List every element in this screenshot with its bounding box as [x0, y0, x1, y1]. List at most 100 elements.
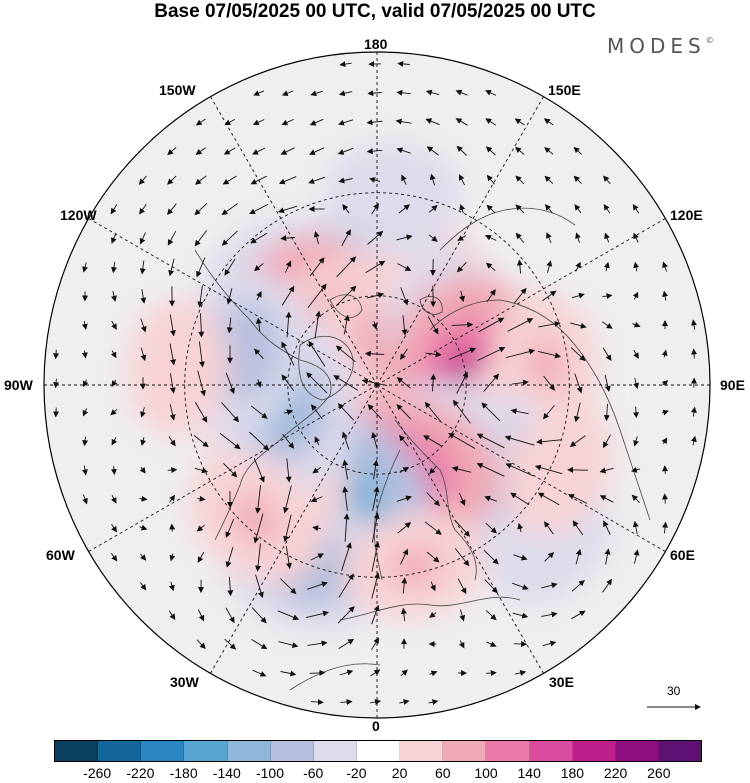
wind-vector — [428, 234, 438, 242]
wind-vector — [81, 320, 88, 330]
wind-vector — [661, 380, 669, 387]
wind-vector — [253, 513, 264, 544]
wind-vector — [111, 232, 117, 244]
wind-vector — [364, 350, 385, 357]
wind-vector — [662, 261, 668, 272]
wind-vector — [367, 90, 382, 97]
wind-vector — [486, 670, 497, 677]
wind-vector — [401, 577, 408, 594]
wind-vector — [312, 525, 321, 532]
wind-vector — [308, 147, 325, 155]
colorbar-segment — [658, 741, 702, 761]
wind-vector — [252, 147, 266, 155]
wind-vector — [111, 379, 118, 387]
wind-vector — [429, 466, 437, 475]
wind-vector — [428, 204, 438, 213]
wind-vector — [138, 175, 147, 185]
wind-vector — [111, 320, 117, 330]
wind-vector — [428, 699, 439, 706]
wind-vector — [197, 370, 206, 397]
wind-vector — [140, 436, 147, 446]
wind-vector — [574, 204, 582, 214]
wind-vector — [81, 465, 88, 476]
wind-vector — [485, 118, 497, 126]
wind-vector — [400, 287, 409, 306]
reference-vector-label: 30 — [667, 684, 681, 698]
wind-vector — [256, 291, 262, 301]
wind-vector — [278, 641, 299, 649]
anomaly-center — [221, 323, 265, 380]
wind-vector — [82, 436, 89, 447]
wind-vector — [486, 641, 497, 647]
wind-vector — [541, 611, 558, 618]
wind-vector — [366, 292, 385, 299]
wind-vector — [308, 340, 326, 367]
wind-vector — [169, 404, 176, 421]
wind-vector — [573, 146, 583, 155]
wind-vector — [225, 518, 235, 538]
wind-vector — [253, 263, 264, 272]
lon-label-60w: 60W — [46, 547, 75, 563]
lon-label-180: 180 — [364, 36, 388, 52]
wind-vector — [572, 520, 584, 536]
wind-vector — [631, 494, 640, 504]
wind-vector — [140, 347, 147, 362]
wind-vector — [307, 640, 328, 647]
wind-vector — [341, 431, 350, 450]
wind-vector — [571, 292, 585, 299]
wind-vector — [603, 175, 611, 185]
wind-vector — [514, 118, 525, 126]
wind-vector — [546, 232, 552, 244]
wind-vector — [250, 232, 268, 244]
wind-vector — [430, 373, 437, 392]
wind-vector — [505, 348, 536, 359]
colorbar-tick-label: -220 — [126, 765, 155, 781]
wind-vector — [226, 317, 233, 334]
wind-vector — [221, 402, 240, 423]
anomaly-center — [232, 496, 280, 543]
wind-vector — [542, 290, 557, 302]
wind-vector — [455, 118, 468, 126]
wind-vector — [485, 90, 497, 96]
wind-vector — [544, 204, 553, 214]
wind-vector — [544, 521, 554, 535]
wind-vector — [633, 261, 640, 272]
wind-vector — [543, 118, 554, 126]
wind-vector — [515, 146, 525, 155]
wind-vector — [513, 287, 527, 304]
wind-vector — [222, 175, 237, 185]
wind-vector — [604, 374, 611, 392]
wind-vector — [169, 373, 176, 394]
wind-vector — [599, 467, 614, 474]
wind-vector — [599, 495, 614, 503]
wind-vector — [167, 230, 177, 246]
wind-vector — [312, 466, 322, 474]
wind-vector — [455, 89, 468, 96]
wind-vector — [110, 553, 118, 562]
wind-vector — [335, 345, 356, 363]
wind-vector — [53, 378, 60, 389]
wind-vector — [537, 492, 560, 506]
wind-vector — [254, 348, 264, 360]
wind-vector — [575, 232, 581, 243]
wind-vector — [198, 341, 205, 368]
wind-vector — [662, 493, 669, 504]
wind-vector — [338, 177, 353, 184]
wind-vector — [310, 90, 323, 97]
wind-vector — [430, 581, 436, 592]
wind-vector — [167, 203, 177, 215]
wind-vector — [457, 578, 467, 595]
coastlines — [194, 207, 651, 691]
wind-vector — [661, 437, 668, 445]
wind-vector — [484, 579, 498, 594]
wind-vector — [225, 372, 235, 395]
wind-vector — [110, 350, 117, 359]
wind-vector — [281, 285, 295, 306]
wind-vector — [311, 699, 324, 706]
wind-vector — [400, 348, 408, 360]
colorbar-segment — [443, 741, 487, 761]
wind-vector — [630, 466, 641, 473]
colorbar-tick-label: -140 — [212, 765, 241, 781]
wind-vector — [690, 435, 697, 446]
wind-vector — [227, 576, 234, 597]
